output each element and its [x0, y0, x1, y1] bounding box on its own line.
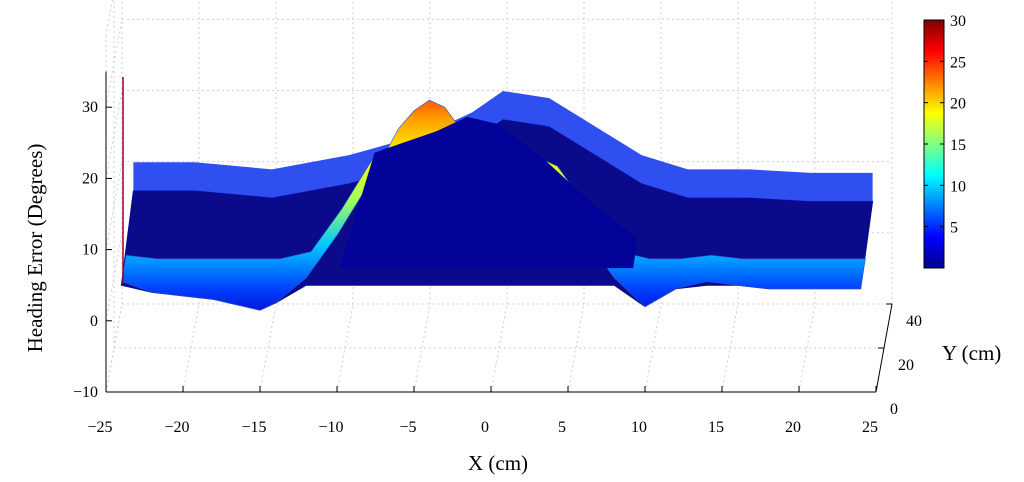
colorbar: 5 10 15 20 25 30: [923, 13, 966, 269]
y-tick-label: 40: [906, 313, 922, 330]
colorbar-tick-label: 30: [950, 13, 966, 30]
x-tick-label: −15: [241, 419, 266, 436]
surface-back-band: [133, 91, 873, 202]
x-axis-title: X (cm): [468, 451, 528, 475]
colorbar-tick-label: 10: [950, 178, 966, 195]
z-tick-label: 0: [90, 313, 98, 330]
grid-line-floor-x: [413, 303, 431, 393]
grid-line-floor-x: [644, 303, 662, 393]
surface-layer: [120, 77, 874, 311]
colorbar-tick-label: 20: [950, 96, 966, 113]
surface-center-plateau: [339, 116, 638, 269]
z-tick-label: 30: [82, 99, 98, 116]
z-tick-label: 10: [82, 242, 98, 259]
z-tick-label: −10: [73, 384, 98, 401]
y-tick-label: 20: [898, 357, 914, 374]
x-tick-label: −25: [87, 419, 112, 436]
x-tick-label: 0: [481, 419, 489, 436]
x-tick-label: 5: [558, 419, 566, 436]
y-axis-title: Y (cm): [942, 341, 1001, 365]
x-tick-label: 20: [785, 419, 801, 436]
x-tick-label: −5: [399, 419, 416, 436]
axes-layer: −10 0 10 20 30 −25 −20 −15 −10 −5 0 5 10 15 20 25 0 20 40: [73, 71, 922, 436]
colorbar-ticks: 5 10 15 20 25 30: [924, 13, 966, 237]
x-tick-label: 25: [862, 419, 878, 436]
x-tick-label: −20: [164, 419, 189, 436]
grid-line-floor-x: [259, 303, 277, 393]
colorbar-tick-label: 25: [950, 54, 966, 71]
grid-line-side-z: [105, 90, 123, 179]
z-axis-title: Heading Error (Degrees): [23, 144, 47, 353]
z-tick-label: 20: [82, 170, 98, 187]
x-tick-label: 15: [708, 419, 724, 436]
x-tick-label: 10: [631, 419, 647, 436]
x-tick-label: −10: [318, 419, 343, 436]
y-tick-label: 0: [890, 401, 898, 418]
grid-line-floor-x: [798, 303, 816, 393]
colorbar-tick-label: 15: [950, 137, 966, 154]
colorbar-tick-label: 5: [950, 220, 958, 237]
